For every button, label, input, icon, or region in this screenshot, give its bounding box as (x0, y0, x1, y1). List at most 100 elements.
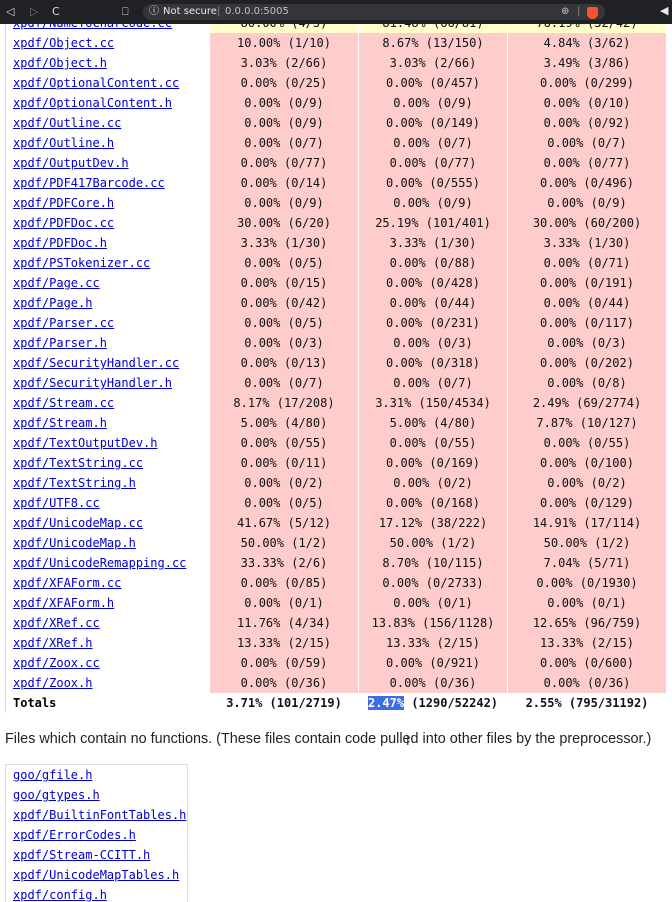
file-link[interactable]: xpdf/Zoox.cc (13, 656, 100, 670)
file-cell: xpdf/Stream.cc (5, 393, 210, 413)
file-link[interactable]: xpdf/Object.cc (13, 36, 115, 50)
file-cell: xpdf/NameToCharCode.cc (5, 24, 210, 33)
file-link[interactable]: xpdf/BuiltinFontTables.h (13, 808, 187, 822)
menu-icon[interactable]: ◀ (660, 4, 669, 17)
file-link[interactable]: goo/gfile.h (13, 768, 93, 782)
no-function-files-list: goo/gfile.h goo/gtypes.h xpdf/BuiltinFontT… (5, 764, 188, 902)
coverage-c3-cell: 0.00% (0/8) (507, 373, 667, 393)
coverage-c3-cell: 0.00% (0/1) (507, 593, 667, 613)
table-row: xpdf/OptionalContent.h 0.00% (0/9) 0.00% (… (5, 93, 667, 113)
list-item: xpdf/BuiltinFontTables.h (6, 805, 187, 825)
table-row: xpdf/XFAForm.cc 0.00% (0/85) 0.00% (0/2733… (5, 573, 667, 593)
file-link[interactable]: xpdf/ErrorCodes.h (13, 828, 136, 842)
coverage-c1-cell: 0.00% (0/5) (209, 313, 359, 333)
file-link[interactable]: xpdf/OptionalContent.cc (13, 76, 180, 90)
coverage-c2-cell: 0.00% (0/2) (358, 473, 508, 493)
file-link[interactable]: xpdf/Outline.h (13, 136, 115, 150)
coverage-page: xpdf/NameToCharCode.cc 80.00% (4/5)81.48%… (0, 24, 672, 902)
coverage-c3-cell: 0.00% (0/55) (507, 433, 667, 453)
table-row: xpdf/Zoox.h 0.00% (0/36) 0.00% (0/36) 0.00%… (5, 673, 667, 693)
file-link[interactable]: xpdf/UnicodeRemapping.cc (13, 556, 187, 570)
table-row: xpdf/NameToCharCode.cc 80.00% (4/5)81.48%… (5, 24, 667, 33)
file-link[interactable]: xpdf/PSTokenizer.cc (13, 256, 151, 270)
file-cell: xpdf/TextString.cc (5, 453, 210, 473)
file-link[interactable]: xpdf/Stream-CCITT.h (13, 848, 151, 862)
file-cell: xpdf/Outline.h (5, 133, 210, 153)
coverage-c1-cell: 33.33% (2/6) (209, 553, 359, 573)
file-link[interactable]: xpdf/PDF417Barcode.cc (13, 176, 165, 190)
coverage-c3-cell: 50.00% (1/2) (507, 533, 667, 553)
coverage-c2-cell: 13.83% (156/1128) (358, 613, 508, 633)
coverage-c1-cell: 0.00% (0/9) (209, 93, 359, 113)
file-link[interactable]: xpdf/config.h (13, 888, 107, 902)
list-item: xpdf/ErrorCodes.h (6, 825, 187, 845)
file-link[interactable]: xpdf/Outline.cc (13, 116, 122, 130)
coverage-c1-cell: 0.00% (0/14) (209, 173, 359, 193)
file-link[interactable]: xpdf/XFAForm.h (13, 596, 115, 610)
file-link[interactable]: xpdf/UnicodeMap.cc (13, 516, 144, 530)
bookmark-icon[interactable]: ⎕ (122, 5, 129, 18)
file-cell: xpdf/TextOutputDev.h (5, 433, 210, 453)
file-cell: xpdf/Outline.cc (5, 113, 210, 133)
file-link[interactable]: xpdf/XFAForm.cc (13, 576, 122, 590)
file-cell: xpdf/SecurityHandler.cc (5, 353, 210, 373)
coverage-c2-cell: 13.33% (2/15) (358, 633, 508, 653)
file-link[interactable]: xpdf/TextOutputDev.h (13, 436, 158, 450)
zoom-icon[interactable]: ⊕ (561, 6, 570, 17)
file-link[interactable]: xpdf/Stream.h (13, 416, 107, 430)
file-link[interactable]: xpdf/Stream.cc (13, 396, 115, 410)
file-link[interactable]: xpdf/TextString.cc (13, 456, 144, 470)
file-cell: xpdf/UTF8.cc (5, 493, 210, 513)
totals-c2: 2.47% (1290/52242) (358, 693, 508, 713)
file-cell: xpdf/Stream.h (5, 413, 210, 433)
table-row: xpdf/UTF8.cc 0.00% (0/5) 0.00% (0/168) 0.00… (5, 493, 667, 513)
file-link[interactable]: xpdf/OptionalContent.h (13, 96, 172, 110)
coverage-c1-cell: 0.00% (0/36) (209, 673, 359, 693)
table-row: xpdf/Page.h 0.00% (0/42) 0.00% (0/44) 0.00%… (5, 293, 667, 313)
coverage-c1-cell: 0.00% (0/77) (209, 153, 359, 173)
file-link[interactable]: xpdf/Object.h (13, 56, 107, 70)
file-link[interactable]: xpdf/PDFDoc.h (13, 236, 107, 250)
address-bar[interactable]: ⓘ Not secure | 0.0.0.0:5005 ⊕ | (143, 4, 605, 20)
file-link[interactable]: xpdf/PDFDoc.cc (13, 216, 115, 230)
coverage-c3-cell: 0.00% (0/1930) (507, 573, 667, 593)
coverage-c1-cell: 0.00% (0/9) (209, 113, 359, 133)
coverage-c1-cell: 10.00% (1/10) (209, 33, 359, 53)
table-row: xpdf/Stream.cc 8.17% (17/208) 3.31% (150/4… (5, 393, 667, 413)
file-link[interactable]: xpdf/Zoox.h (13, 676, 93, 690)
file-link[interactable]: xpdf/XRef.h (13, 636, 93, 650)
file-link[interactable]: xpdf/Parser.cc (13, 316, 115, 330)
back-icon[interactable]: ◁ (6, 5, 15, 18)
file-link[interactable]: xpdf/UnicodeMap.h (13, 536, 136, 550)
file-link[interactable]: xpdf/UTF8.cc (13, 496, 100, 510)
forward-icon[interactable]: ▷ (30, 5, 39, 18)
coverage-c3-cell: 0.00% (0/3) (507, 333, 667, 353)
coverage-c3-cell: 12.65% (96/759) (507, 613, 667, 633)
file-link[interactable]: xpdf/NameToCharCode.cc (13, 24, 172, 30)
file-link[interactable]: xpdf/SecurityHandler.h (13, 376, 172, 390)
coverage-c1-cell: 0.00% (0/7) (209, 373, 359, 393)
file-link[interactable]: goo/gtypes.h (13, 788, 100, 802)
file-link[interactable]: xpdf/Parser.h (13, 336, 107, 350)
security-warning-icon[interactable]: ⓘ (149, 6, 159, 17)
coverage-c1-cell: 0.00% (0/2) (209, 473, 359, 493)
coverage-c3-cell: 0.00% (0/2) (507, 473, 667, 493)
file-link[interactable]: xpdf/SecurityHandler.cc (13, 356, 180, 370)
coverage-c3-cell: 76.19% (32/42) (507, 24, 667, 33)
toolbar-separator: | (577, 6, 581, 17)
file-link[interactable]: xpdf/UnicodeMapTables.h (13, 868, 180, 882)
file-link[interactable]: xpdf/TextString.h (13, 476, 136, 490)
file-cell: xpdf/XFAForm.cc (5, 573, 210, 593)
table-row: xpdf/PDF417Barcode.cc 0.00% (0/14) 0.00% (… (5, 173, 667, 193)
file-link[interactable]: xpdf/Page.h (13, 296, 93, 310)
file-link[interactable]: xpdf/OutputDev.h (13, 156, 129, 170)
file-link[interactable]: xpdf/XRef.cc (13, 616, 100, 630)
coverage-c2-cell: 81.48% (66/81) (358, 24, 508, 33)
file-cell: xpdf/Object.cc (5, 33, 210, 53)
coverage-c2-cell: 0.00% (0/7) (358, 373, 508, 393)
file-link[interactable]: xpdf/PDFCore.h (13, 196, 115, 210)
file-cell: xpdf/Parser.cc (5, 313, 210, 333)
file-link[interactable]: xpdf/Page.cc (13, 276, 100, 290)
reload-icon[interactable]: C (52, 5, 60, 18)
coverage-c1-cell: 0.00% (0/25) (209, 73, 359, 93)
